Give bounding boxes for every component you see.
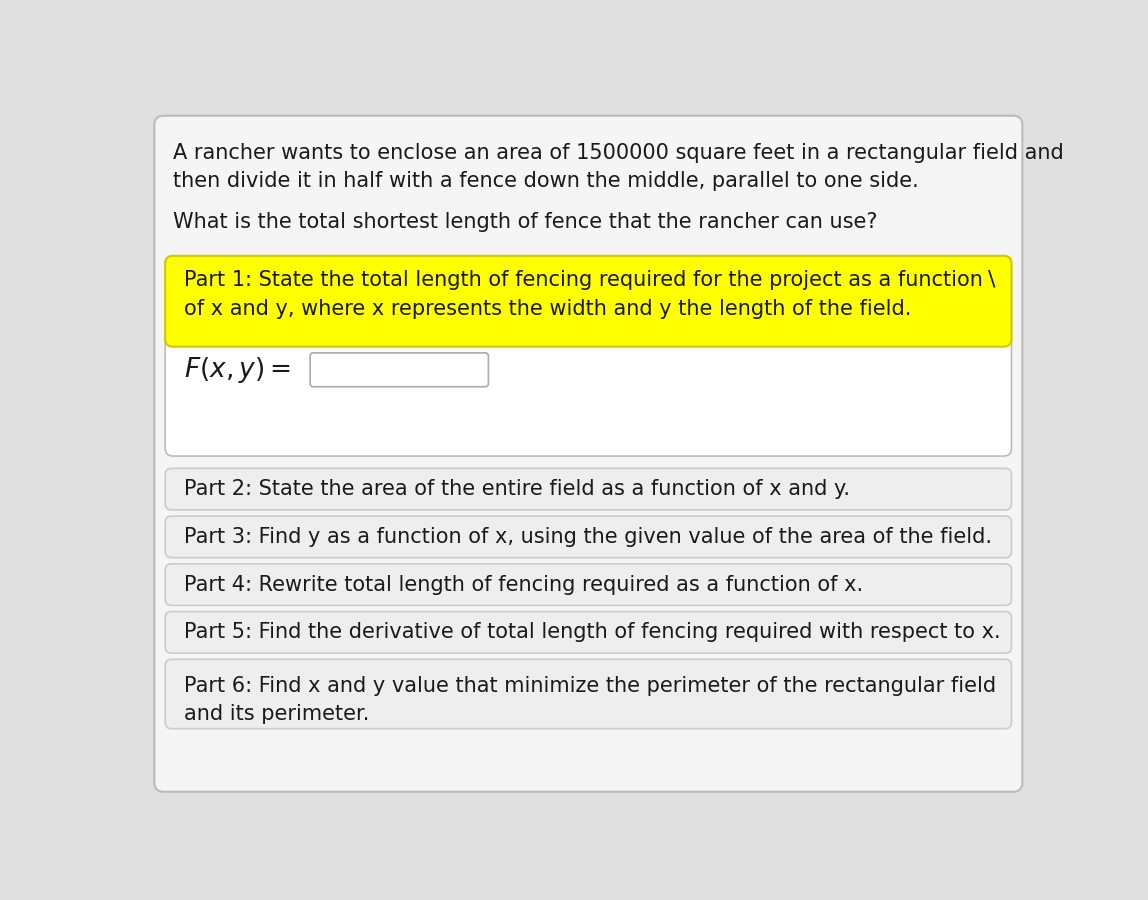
FancyBboxPatch shape [310, 353, 488, 387]
Text: and its perimeter.: and its perimeter. [184, 704, 370, 724]
FancyBboxPatch shape [165, 468, 1011, 510]
FancyBboxPatch shape [165, 612, 1011, 653]
Text: \: \ [988, 270, 996, 290]
Text: What is the total shortest length of fence that the rancher can use?: What is the total shortest length of fen… [173, 212, 877, 232]
Text: Part 4: Rewrite total length of fencing required as a function of x.: Part 4: Rewrite total length of fencing … [184, 574, 863, 595]
Text: Part 2: State the area of the entire field as a function of x and y.: Part 2: State the area of the entire fie… [184, 479, 850, 500]
Text: then divide it in half with a fence down the middle, parallel to one side.: then divide it in half with a fence down… [173, 171, 918, 191]
Text: of x and y, where x represents the width and y the length of the field.: of x and y, where x represents the width… [184, 299, 912, 319]
Text: Part 3: Find y as a function of x, using the given value of the area of the fiel: Part 3: Find y as a function of x, using… [184, 526, 992, 547]
FancyBboxPatch shape [154, 116, 1023, 792]
FancyBboxPatch shape [165, 660, 1011, 729]
Text: A rancher wants to enclose an area of 1500000 square feet in a rectangular field: A rancher wants to enclose an area of 15… [173, 142, 1064, 163]
FancyBboxPatch shape [165, 563, 1011, 606]
FancyBboxPatch shape [165, 256, 1011, 456]
Text: $F(x, y) =$: $F(x, y) =$ [184, 355, 290, 385]
FancyBboxPatch shape [165, 516, 1011, 558]
Text: Part 1: State the total length of fencing required for the project as a function: Part 1: State the total length of fencin… [184, 270, 983, 290]
Text: Part 5: Find the derivative of total length of fencing required with respect to : Part 5: Find the derivative of total len… [184, 623, 1000, 643]
FancyBboxPatch shape [165, 256, 1011, 346]
Text: Part 6: Find x and y value that minimize the perimeter of the rectangular field: Part 6: Find x and y value that minimize… [184, 676, 996, 697]
